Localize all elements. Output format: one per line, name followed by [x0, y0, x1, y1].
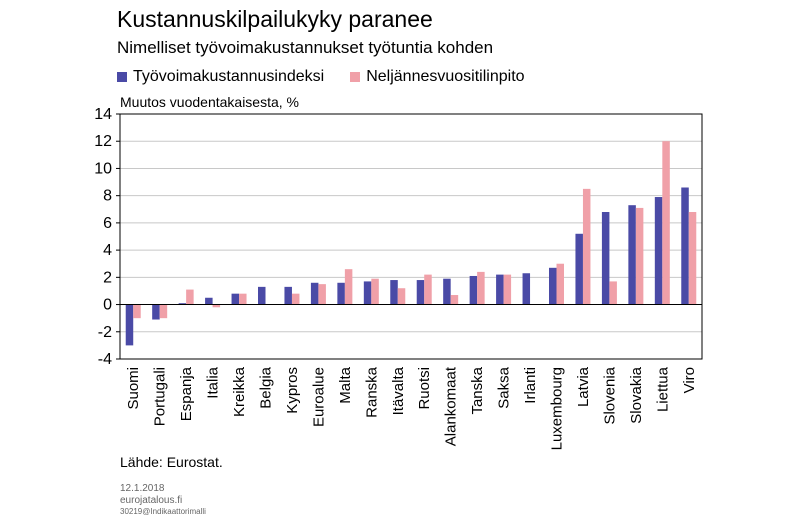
bar-series1	[575, 233, 583, 305]
footer-site: eurojatalous.fi	[120, 495, 183, 506]
x-tick-label: Slovakia	[628, 366, 645, 423]
bar-series1	[310, 282, 319, 305]
x-tick-label: Luxembourg	[549, 367, 566, 450]
bar-series1	[654, 197, 663, 305]
y-tick-label: -4	[98, 351, 112, 368]
x-tick-label: Irlanti	[522, 367, 539, 404]
legend-swatch-series1	[117, 72, 127, 82]
x-tick-label: Belgia	[258, 366, 275, 408]
x-tick-label: Liettua	[654, 366, 671, 412]
y-tick-label: 0	[103, 297, 112, 314]
y-tick-label: 6	[103, 215, 112, 232]
bar-series2	[582, 188, 591, 305]
x-tick-label: Viro	[681, 367, 698, 393]
bar-series2	[318, 284, 326, 305]
x-tick-label: Tanska	[469, 366, 486, 414]
bar-series1	[152, 304, 160, 320]
x-tick-label: Ranska	[363, 366, 380, 418]
legend-item-series2: Neljännesvuositilinpito	[350, 68, 525, 86]
bar-series1	[496, 274, 504, 305]
bar-series1	[549, 267, 557, 305]
x-tick-label: Itävalta	[390, 366, 407, 415]
bar-series1	[337, 282, 345, 305]
y-unit-label: Muutos vuodentakaisesta, %	[120, 94, 299, 110]
bar-series2	[133, 304, 141, 319]
bar-series2	[397, 288, 406, 305]
plot-frame	[119, 113, 703, 360]
bar-series1	[178, 303, 187, 305]
bar-series2	[503, 274, 512, 305]
legend-swatch-series2	[350, 72, 361, 82]
chart-subtitle: Nimelliset työvoimakustannukset työtunti…	[117, 38, 494, 57]
x-tick-label: Italia	[205, 366, 222, 398]
legend-label-series1: Työvoimakustannusindeksi	[133, 68, 325, 85]
x-tick-label: Malta	[337, 366, 354, 403]
y-tick-label: 10	[94, 160, 112, 177]
bar-series2	[291, 293, 300, 305]
bar-series2	[662, 141, 670, 305]
bar-series1	[284, 286, 292, 305]
bar-series1	[601, 212, 610, 305]
bar-series1	[681, 187, 689, 305]
y-tick-label: 4	[103, 242, 112, 259]
legend-label-series2: Neljännesvuositilinpito	[366, 68, 525, 85]
x-tick-label: Suomi	[125, 367, 142, 410]
bar-series1	[258, 286, 266, 305]
bar-series2	[688, 212, 697, 305]
bar-series2	[239, 293, 247, 305]
y-tick-label: 2	[103, 269, 112, 286]
bar-series1	[469, 275, 478, 305]
bar-series2	[450, 295, 459, 305]
y-tick-label: 12	[94, 133, 112, 150]
legend: Työvoimakustannusindeksi Neljännesvuosit…	[117, 68, 551, 86]
bar-series1	[231, 293, 240, 305]
bar-series2	[556, 263, 564, 305]
x-tick-label: Euroalue	[310, 367, 327, 427]
x-tick-label: Alankomaat	[443, 366, 460, 446]
x-tick-label: Saksa	[496, 366, 513, 408]
y-tick-label: 8	[103, 188, 112, 205]
x-tick-label: Kypros	[284, 367, 301, 414]
bar-series2	[186, 289, 194, 305]
x-tick-label: Ruotsi	[416, 367, 433, 410]
bar-series1	[125, 304, 134, 346]
bar-series2	[635, 207, 644, 305]
bar-series2	[477, 271, 485, 305]
bar-series1	[443, 278, 451, 305]
bar-series2	[212, 304, 221, 308]
bar-series1	[522, 273, 531, 305]
x-tick-label: Latvia	[575, 366, 592, 407]
x-tick-label: Slovenia	[601, 366, 618, 424]
footer-date: 12.1.2018	[120, 483, 165, 494]
source-note: Lähde: Eurostat.	[120, 454, 223, 470]
bar-series1	[628, 205, 636, 305]
bar-series2	[424, 274, 432, 305]
bar-series1	[390, 280, 398, 305]
chart-title: Kustannuskilpailukyky paranee	[117, 6, 433, 32]
legend-item-series1: Työvoimakustannusindeksi	[117, 68, 324, 86]
x-tick-label: Kreikka	[231, 366, 248, 417]
bar-series1	[416, 280, 425, 305]
bar-series1	[363, 281, 372, 305]
y-tick-label: -2	[98, 324, 112, 341]
y-tick-label: 14	[94, 106, 112, 123]
bar-series2	[371, 278, 379, 305]
footer-code: 30219@Indikaattorimalli	[120, 507, 206, 516]
x-tick-label: Portugali	[152, 367, 169, 426]
bar-series2	[344, 269, 353, 305]
bar-series2	[159, 304, 168, 319]
x-tick-label: Espanja	[178, 366, 195, 421]
bar-series2	[609, 281, 617, 305]
bar-series1	[205, 297, 213, 305]
